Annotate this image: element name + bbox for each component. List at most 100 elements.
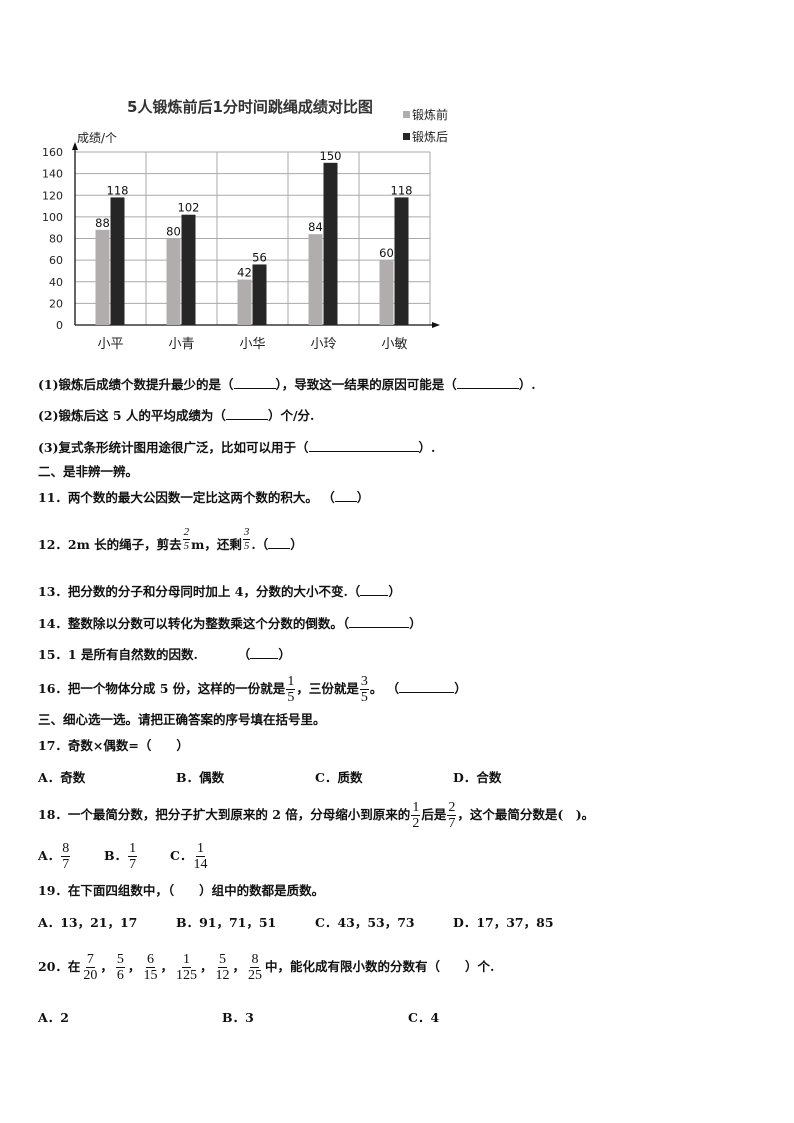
option-c[interactable]: C．4 (408, 1010, 440, 1025)
x-axis-arrow (432, 322, 440, 328)
answer-blank[interactable] (399, 680, 455, 693)
answer-blank[interactable] (268, 536, 291, 549)
numerator: 7 (85, 952, 95, 968)
question-1: (1)锻炼后成绩个数提升最少的是（ ），导致这一结果的原因可能是（ ）. (38, 376, 536, 393)
y-tick-label: 80 (49, 233, 63, 246)
q18-text: 后是 (421, 807, 447, 822)
q2-text: (2)锻炼后这 5 人的平均成绩为（ (38, 408, 226, 423)
y-tick-label: 40 (49, 276, 63, 289)
answer-blank[interactable] (233, 376, 276, 389)
y-tick-label: 120 (42, 189, 63, 202)
answer-blank[interactable] (360, 583, 389, 596)
q3-text: ）. (418, 440, 436, 455)
q2-text: ）个/分. (267, 408, 315, 423)
y-axis-label: 成绩/个 (77, 131, 117, 145)
y-tick-label: 160 (42, 146, 63, 159)
option-c[interactable]: C．43，53，73 (315, 915, 415, 930)
bar-before (379, 260, 394, 325)
q3-text: (3)复式条形统计图用途很广泛，比如可以用于（ (38, 440, 309, 455)
q15-text: ） (278, 647, 291, 662)
q16-text: ，三份就是 (296, 681, 359, 696)
numerator: 5 (217, 952, 227, 968)
option-c[interactable]: C．质数 (315, 770, 363, 785)
option-b[interactable]: B．3 (222, 1010, 254, 1025)
option-b[interactable]: B． 1 7 (104, 841, 138, 872)
q16-text: ） (454, 681, 467, 696)
y-tick-label: 20 (49, 297, 63, 310)
q20-text: 20．在 (38, 959, 81, 974)
answer-blank[interactable] (334, 489, 357, 502)
question-12: 12．2m 长的绳子，剪去 2 5 m，还剩 3 5 .（） (38, 526, 303, 553)
y-tick-label: 140 (42, 168, 63, 181)
separator: ， (199, 959, 213, 974)
question-17: 17．奇数×偶数=（ ） (38, 738, 189, 753)
option-d[interactable]: D．17，37，85 (453, 915, 554, 930)
x-tick-label: 小华 (239, 337, 265, 352)
question-19: 19．在下面四组数中，（ ）组中的数都是质数。 (38, 883, 325, 898)
option-b[interactable]: B．偶数 (176, 770, 225, 785)
numerator: 3 (242, 526, 251, 540)
option-label: B． (104, 848, 128, 863)
fraction: 8 25 (248, 952, 262, 983)
q14-text: 14．整数除以分数可以转化为整数乘这个分数的倒数。（ (38, 616, 350, 631)
option-c[interactable]: C． 1 14 (170, 841, 208, 872)
question-14: 14．整数除以分数可以转化为整数乘这个分数的倒数。（ ） (38, 615, 422, 632)
bar-after (110, 197, 125, 325)
question-15: 15．1 是所有自然数的因数. （ ） (38, 646, 291, 663)
answer-blank[interactable] (308, 439, 419, 452)
option-a[interactable]: A．13，21，17 (38, 915, 138, 930)
legend-swatch (403, 133, 410, 140)
option-a[interactable]: A． 8 7 (38, 841, 71, 872)
option-a[interactable]: A．奇数 (38, 770, 86, 785)
chart-title: 5人锻炼前后1分时间跳绳成绩对比图 (127, 98, 373, 116)
question-13: 13．把分数的分子和分母同时加上 4，分数的大小不变.（ ） (38, 583, 401, 600)
denominator: 5 (360, 690, 368, 705)
denominator: 15 (143, 968, 158, 983)
denominator: 14 (193, 857, 208, 872)
option-d[interactable]: D．合数 (453, 770, 502, 785)
q12-text: 12．2m 长的绳子，剪去 (38, 537, 182, 552)
option-b[interactable]: B．91，71，51 (176, 915, 277, 930)
data-label: 80 (166, 225, 181, 239)
question-20: 20．在 7 20， 5 6， 6 15， 1 125， 5 12， 8 25 中，能化成有限小数的分数有… (38, 952, 494, 983)
answer-blank[interactable] (225, 407, 268, 420)
section-3-heading: 三、细心选一选。请把正确答案的序号填在括号里。 (38, 712, 326, 727)
numerator: 1 (195, 841, 205, 857)
denominator: 7 (129, 857, 137, 872)
fraction-list: 7 20， 5 6， 6 15， 1 125， 5 12， 8 25 (80, 952, 265, 983)
denominator: 5 (183, 540, 190, 552)
numerator: 1 (181, 952, 191, 968)
denominator: 7 (62, 857, 70, 872)
data-label: 56 (252, 250, 267, 264)
answer-blank[interactable] (456, 376, 519, 389)
x-tick-label: 小玲 (310, 337, 336, 352)
q15-text: 15．1 是所有自然数的因数. (38, 647, 198, 662)
bar-chart: 5人锻炼前后1分时间跳绳成绩对比图 成绩/个 0 20 40 60 80 100 120 14… (42, 98, 448, 352)
q20-text: 中，能化成有限小数的分数有（ ）个. (264, 959, 495, 974)
y-tick-label: 60 (49, 254, 63, 267)
data-label: 150 (320, 149, 342, 163)
option-a[interactable]: A．2 (38, 1010, 69, 1025)
x-tick-label: 小平 (97, 337, 123, 352)
q1-text: ）. (518, 377, 536, 392)
numerator: 1 (286, 674, 296, 690)
data-label: 60 (379, 246, 394, 260)
question-18: 18．一个最简分数，把分子扩大到原来的 2 倍，分母缩小到原来的 1 2 后是 2 7 ，这… (38, 800, 594, 831)
y-axis-arrow (72, 142, 78, 150)
q1-text: (1)锻炼后成绩个数提升最少的是（ (38, 377, 234, 392)
answer-blank[interactable] (349, 615, 410, 628)
numerator: 5 (115, 952, 125, 968)
denominator: 6 (116, 968, 124, 983)
q13-text: ） (388, 584, 401, 599)
data-label: 102 (178, 201, 200, 215)
legend-label: 锻炼前 (412, 107, 448, 122)
numerator: 6 (145, 952, 155, 968)
section-2-heading: 二、是非辨一辨。 (38, 464, 139, 479)
bar-before (237, 279, 252, 325)
numerator: 8 (61, 841, 71, 857)
question-3: (3)复式条形统计图用途很广泛，比如可以用于（ ）. (38, 439, 435, 456)
q18-text: 18．一个最简分数，把分子扩大到原来的 2 倍，分母缩小到原来的 (38, 807, 411, 822)
question-2: (2)锻炼后这 5 人的平均成绩为（ ）个/分. (38, 407, 314, 424)
answer-blank[interactable] (250, 646, 279, 659)
